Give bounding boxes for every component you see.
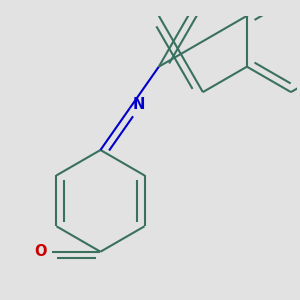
Text: N: N — [132, 97, 145, 112]
Text: O: O — [34, 244, 47, 259]
